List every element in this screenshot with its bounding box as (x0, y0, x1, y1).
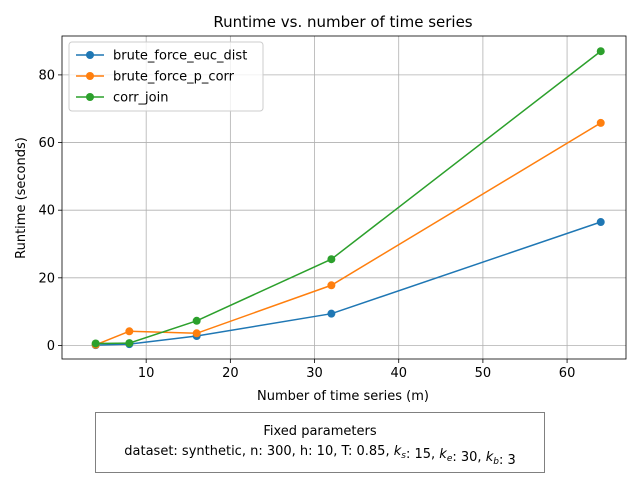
y-tick-label: 0 (47, 339, 55, 354)
x-axis-label: Number of time series (m) (257, 389, 429, 404)
grid-lines (62, 36, 626, 359)
legend-marker-brute_force_p_corr (86, 72, 94, 80)
data-point-brute_force_p_corr (327, 281, 336, 290)
y-tick-label: 60 (38, 136, 55, 151)
y-axis-ticks: 0 20 40 60 80 (38, 68, 62, 354)
data-point-brute_force_p_corr (596, 118, 605, 127)
legend-marker-corr_join (86, 93, 94, 101)
legend-box (68, 41, 264, 112)
data-point-corr_join (91, 339, 100, 348)
note-fragment: s (401, 451, 406, 461)
note-fragment: b (493, 457, 499, 467)
data-point-corr_join (327, 255, 336, 264)
data-point-corr_join (192, 316, 201, 325)
legend-marker-brute_force_euc_dist (86, 51, 94, 59)
data-point-brute_force_p_corr (192, 329, 201, 338)
note-fragment: dataset: synthetic, n: 300, h: 10, T: 0.… (124, 444, 393, 459)
y-tick-label: 20 (38, 271, 55, 286)
legend-label-brute_force_euc_dist: brute_force_euc_dist (113, 49, 247, 64)
note-fragment: e (447, 454, 453, 464)
data-point-brute_force_euc_dist (596, 218, 605, 227)
x-tick-label: 10 (138, 366, 155, 381)
x-tick-label: 40 (390, 366, 407, 381)
x-tick-label: 60 (559, 366, 576, 381)
legend-label-brute_force_p_corr: brute_force_p_corr (113, 70, 235, 85)
note-fragment: : 15, (406, 447, 439, 462)
chart-title: Runtime vs. number of time series (213, 13, 472, 31)
note-fragment: : 30, (452, 450, 485, 465)
x-tick-label: 50 (475, 366, 492, 381)
series-lines (91, 47, 605, 350)
note-frame (95, 412, 545, 473)
note-title: Fixed parameters (263, 424, 376, 439)
x-tick-label: 20 (222, 366, 239, 381)
data-point-brute_force_euc_dist (327, 309, 336, 318)
legend: brute_force_euc_dist brute_force_p_corrco… (68, 41, 264, 112)
note-parameters: dataset: synthetic, n: 300, h: 10, T: 0.… (124, 444, 515, 468)
y-tick-label: 40 (38, 204, 55, 219)
x-axis-ticks: 10 20 30 40 50 60 (138, 359, 575, 381)
fixed-parameters-box: Fixed parameters dataset: synthetic, n: … (95, 412, 545, 473)
note-fragment: k (486, 450, 494, 465)
y-axis-label: Runtime (seconds) (14, 137, 29, 259)
note-fragment: : 3 (499, 453, 516, 468)
legend-label-corr_join: corr_join (113, 91, 168, 106)
plot-frame (61, 35, 627, 360)
y-tick-label: 80 (38, 68, 55, 83)
note-fragment: k (394, 444, 402, 459)
note-fragment: k (439, 447, 447, 462)
x-tick-label: 30 (306, 366, 323, 381)
data-point-corr_join (596, 47, 605, 56)
data-point-corr_join (125, 339, 134, 348)
data-point-brute_force_p_corr (125, 327, 134, 336)
